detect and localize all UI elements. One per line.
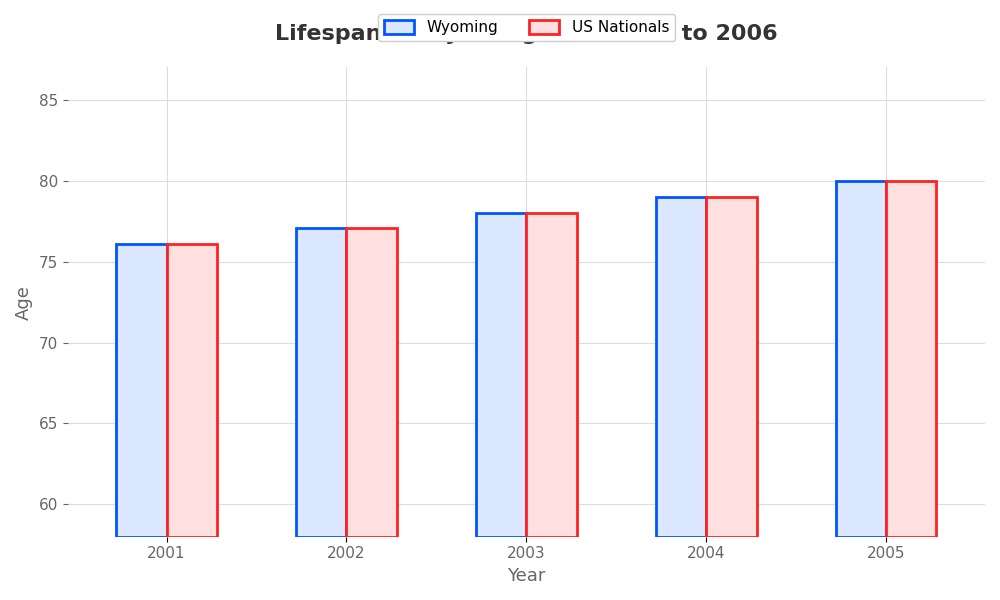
- Bar: [167, 244, 217, 537]
- Bar: [476, 213, 526, 537]
- Bar: [116, 244, 167, 537]
- Bar: [296, 227, 346, 537]
- Bar: [346, 227, 397, 537]
- Y-axis label: Age: Age: [15, 284, 33, 320]
- Bar: [656, 197, 706, 537]
- Title: Lifespan in Wyoming from 1964 to 2006: Lifespan in Wyoming from 1964 to 2006: [275, 23, 778, 44]
- Bar: [886, 181, 936, 537]
- X-axis label: Year: Year: [507, 567, 546, 585]
- Bar: [836, 181, 886, 537]
- Bar: [706, 197, 757, 537]
- Legend: Wyoming, US Nationals: Wyoming, US Nationals: [378, 14, 675, 41]
- Bar: [526, 213, 577, 537]
